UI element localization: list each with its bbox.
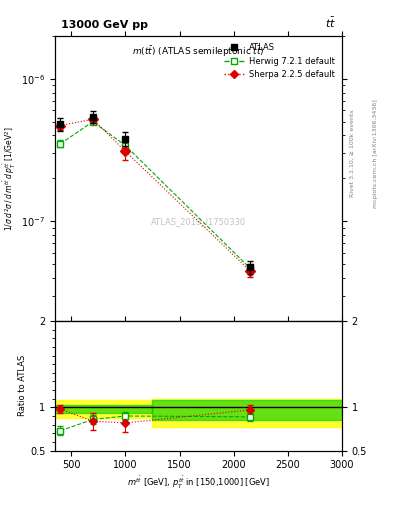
- Y-axis label: $1/\sigma\,d^2\sigma\,/\,d\,m^{t\bar{t}}\,d\,p_T^{t\bar{t}}$ [1/GeV$^2$]: $1/\sigma\,d^2\sigma\,/\,d\,m^{t\bar{t}}…: [2, 126, 18, 231]
- Text: 13000 GeV pp: 13000 GeV pp: [61, 20, 148, 30]
- Y-axis label: Ratio to ATLAS: Ratio to ATLAS: [18, 355, 27, 416]
- Text: ATLAS_2019_I1750330: ATLAS_2019_I1750330: [151, 217, 246, 226]
- Legend: ATLAS, Herwig 7.2.1 default, Sherpa 2.2.5 default: ATLAS, Herwig 7.2.1 default, Sherpa 2.2.…: [220, 40, 338, 82]
- Text: mcplots.cern.ch [arXiv:1306.3436]: mcplots.cern.ch [arXiv:1306.3436]: [373, 99, 378, 208]
- X-axis label: $m^{t\bar{t}}$ [GeV], $p_T^{t\bar{t}}$ in [150,1000] [GeV]: $m^{t\bar{t}}$ [GeV], $p_T^{t\bar{t}}$ i…: [127, 475, 270, 490]
- Text: Rivet 3.1.10, ≥ 100k events: Rivet 3.1.10, ≥ 100k events: [350, 110, 355, 198]
- Text: $m(t\bar{t})$ (ATLAS semileptonic $t\bar{t}$): $m(t\bar{t})$ (ATLAS semileptonic $t\bar…: [132, 45, 265, 59]
- Text: $t\bar{t}$: $t\bar{t}$: [325, 16, 336, 30]
